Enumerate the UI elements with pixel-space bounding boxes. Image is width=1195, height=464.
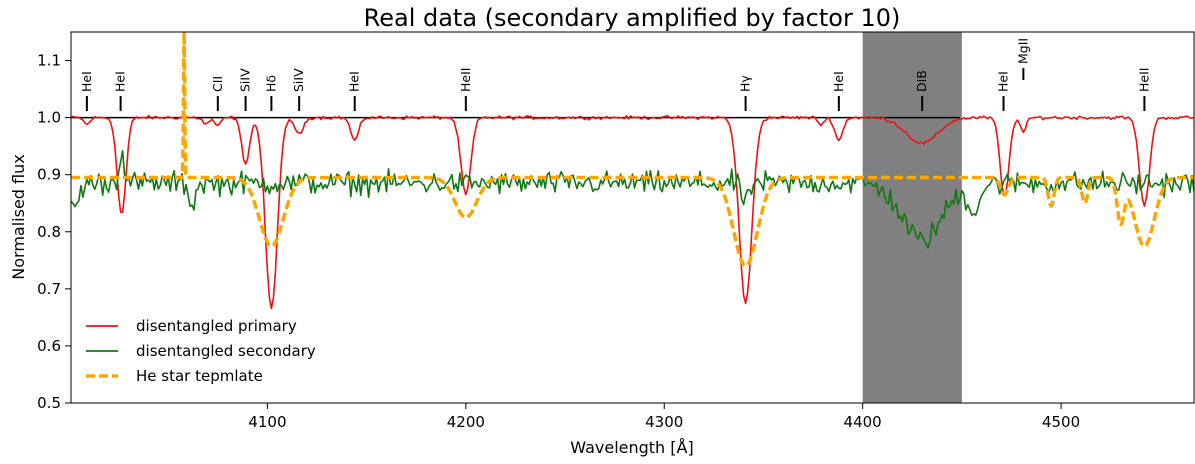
y-axis-title: Normalised flux — [9, 154, 28, 279]
line-label-text: Hδ — [263, 75, 278, 92]
y-tick-label: 0.9 — [37, 166, 61, 184]
line-label-10: HeI — [831, 71, 846, 111]
y-tick-label: 0.7 — [37, 280, 61, 298]
line-label-text: HeI — [831, 71, 846, 92]
line-label-2: HeI — [113, 71, 128, 111]
line-label-text: HeII — [458, 68, 473, 92]
y-tick-label: 0.6 — [37, 337, 61, 355]
line-label-4: SiIV — [238, 68, 253, 111]
line-label-5: Hδ — [263, 75, 278, 111]
line-label-text: Hγ — [738, 75, 753, 92]
line-label-11: DIB — [914, 70, 929, 111]
line-label-text: HeI — [79, 71, 94, 92]
x-tick-label: 4400 — [844, 413, 882, 431]
line-label-text: SiIV — [238, 68, 253, 92]
line-label-text: HeI — [347, 71, 362, 92]
shaded-region-layer — [862, 32, 962, 403]
x-tick-label: 4500 — [1042, 413, 1080, 431]
line-label-3: CII — [210, 76, 225, 111]
legend-label: disentangled secondary — [136, 342, 316, 360]
line-label-14: HeII — [1136, 68, 1151, 111]
y-tick-label: 1.1 — [37, 52, 61, 70]
line-label-1: HeI — [79, 71, 94, 111]
line-labels-layer: HeI HeI CII SiIV Hδ SiIV HeI HeII Hγ HeI DIB HeI MgI… — [79, 38, 1151, 111]
x-tick-label: 4100 — [248, 413, 286, 431]
line-label-13: MgII — [1015, 38, 1030, 80]
line-label-text: MgII — [1015, 38, 1030, 64]
line-label-7: HeI — [347, 71, 362, 111]
legend-items: disentangled primary disentangled seconda… — [86, 317, 316, 385]
line-label-6: SiIV — [291, 68, 306, 111]
y-tick-label: 1.0 — [37, 109, 61, 127]
y-tick-label: 0.5 — [37, 394, 61, 412]
line-label-text: HeII — [1136, 68, 1151, 92]
line-label-9: Hγ — [738, 75, 753, 111]
x-axis: 4100 4200 4300 4400 4500 — [248, 403, 1080, 431]
line-label-text: DIB — [914, 70, 929, 92]
series-line-3 — [69, 30, 1195, 268]
plot-frame — [70, 31, 1195, 404]
x-tick-label: 4200 — [447, 413, 485, 431]
line-label-text: SiIV — [291, 68, 306, 92]
line-label-12: HeI — [996, 71, 1011, 111]
series-layer — [69, 30, 1195, 310]
x-tick-label: 4300 — [645, 413, 683, 431]
legend-label: He star tepmlate — [136, 367, 263, 385]
legend-item-3: He star tepmlate — [86, 367, 263, 385]
line-label-8: HeII — [458, 68, 473, 111]
legend-label: disentangled primary — [136, 317, 297, 335]
chart-title: Real data (secondary amplified by factor… — [364, 4, 901, 32]
y-tick-label: 0.8 — [37, 223, 61, 241]
legend: disentangled primary disentangled seconda… — [86, 317, 316, 385]
y-axis: 0.5 0.6 0.7 0.8 0.9 1.0 1.1 — [37, 52, 71, 412]
x-axis-title: Wavelength [Å] — [570, 438, 693, 457]
line-label-text: HeI — [113, 71, 128, 92]
series-line-1 — [70, 115, 1195, 310]
series-line-2 — [70, 150, 1195, 249]
legend-item-2: disentangled secondary — [86, 342, 316, 360]
line-label-text: CII — [210, 76, 225, 92]
line-label-text: HeI — [996, 71, 1011, 92]
legend-item-1: disentangled primary — [86, 317, 297, 335]
shaded-region — [862, 32, 962, 403]
